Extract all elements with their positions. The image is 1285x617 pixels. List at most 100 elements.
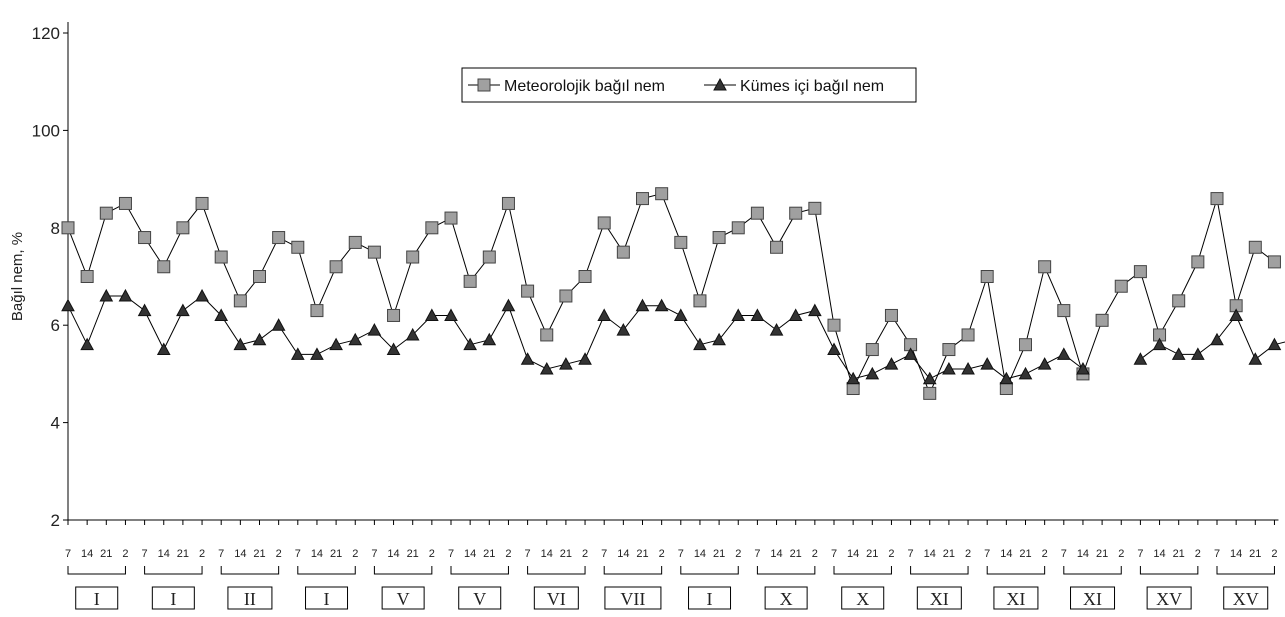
group-box xyxy=(458,586,502,610)
group-bracket xyxy=(756,566,816,575)
group-label: XV xyxy=(1156,589,1182,609)
x-tick-label: 21 xyxy=(330,548,342,560)
point-meteorolojik xyxy=(99,206,113,220)
point-meteorolojik xyxy=(616,245,630,259)
x-tick-label: 14 xyxy=(81,548,93,560)
point-kumes xyxy=(99,288,114,302)
point-kumes xyxy=(597,308,612,321)
point-kumes xyxy=(1076,361,1090,375)
group-box xyxy=(1146,586,1192,610)
group-box xyxy=(151,586,195,610)
point-kumes xyxy=(214,308,229,321)
x-tick-label: 7 xyxy=(448,548,454,560)
x-tick-label: 7 xyxy=(1214,548,1220,560)
point-meteorolojik xyxy=(367,245,381,259)
point-meteorolojik xyxy=(961,328,975,342)
point-meteorolojik xyxy=(195,196,209,210)
x-tick-label: 14 xyxy=(924,548,936,560)
legend-box xyxy=(461,67,917,103)
point-kumes xyxy=(137,303,152,317)
point-meteorolojik xyxy=(1210,192,1224,206)
x-axis-groups: I I II I V V VI VII I X X XI XI XI XV XV xyxy=(67,566,1275,610)
x-tick-label: 2 xyxy=(505,548,511,560)
point-kumes xyxy=(1056,347,1071,360)
point-kumes xyxy=(118,288,133,302)
x-tick-label: 7 xyxy=(295,548,301,560)
y-axis-label: Bağıl nem, % xyxy=(9,232,26,321)
x-tick-label: 7 xyxy=(601,548,607,560)
x-tick-label: 14 xyxy=(1077,548,1089,560)
group-bracket xyxy=(680,566,739,575)
point-kumes xyxy=(980,357,995,370)
point-meteorolojik xyxy=(61,221,75,235)
point-kumes xyxy=(903,347,918,360)
point-kumes xyxy=(1229,308,1243,321)
point-kumes xyxy=(673,308,688,321)
group-box xyxy=(305,586,349,610)
group-bracket xyxy=(144,566,203,575)
point-meteorolojik xyxy=(923,386,937,400)
x-tick-label: 21 xyxy=(253,548,265,560)
point-meteorolojik xyxy=(1133,265,1147,279)
point-meteorolojik xyxy=(750,206,764,220)
group-bracket xyxy=(527,566,586,575)
x-tick-label: 2 xyxy=(582,548,588,560)
x-tick-label: 14 xyxy=(1153,548,1165,560)
point-meteorolojik xyxy=(1172,294,1186,308)
group-bracket xyxy=(67,566,126,575)
point-kumes xyxy=(693,337,707,351)
point-kumes xyxy=(425,308,439,321)
point-kumes xyxy=(1133,352,1148,365)
x-tick-label: 14 xyxy=(464,548,476,560)
x-tick-label: 7 xyxy=(984,548,990,560)
x-tick-label: 21 xyxy=(483,548,495,560)
group-box xyxy=(533,586,579,610)
x-tick-label: 7 xyxy=(142,548,148,560)
point-kumes xyxy=(999,371,1014,385)
group-box xyxy=(993,586,1039,610)
point-meteorolojik xyxy=(1248,240,1262,254)
point-meteorolojik xyxy=(291,240,305,254)
point-kumes xyxy=(922,371,937,385)
group-label: I xyxy=(707,589,713,609)
x-tick-label: 14 xyxy=(847,548,859,560)
x-tick-label: 7 xyxy=(525,548,531,560)
point-meteorolojik xyxy=(272,231,286,245)
point-kumes xyxy=(539,361,554,375)
point-kumes xyxy=(1248,352,1263,365)
x-tick-label: 14 xyxy=(387,548,399,560)
group-box xyxy=(604,586,662,610)
x-tick-label: 14 xyxy=(617,548,629,560)
point-kumes xyxy=(865,366,880,380)
point-kumes xyxy=(750,308,765,321)
point-meteorolojik xyxy=(1267,255,1281,269)
point-meteorolojik xyxy=(674,235,688,249)
x-tick-label: 2 xyxy=(1118,548,1124,560)
point-meteorolojik xyxy=(540,328,554,342)
point-kumes xyxy=(1018,366,1033,380)
group-label: VI xyxy=(547,589,566,609)
x-tick-label: 2 xyxy=(965,548,971,560)
group-label: X xyxy=(856,589,869,609)
point-meteorolojik xyxy=(559,289,573,303)
point-kumes xyxy=(444,308,458,321)
point-kumes xyxy=(654,298,669,312)
x-tick-label: 7 xyxy=(831,548,837,560)
x-tick-label: 21 xyxy=(636,548,648,560)
point-meteorolojik xyxy=(827,318,841,332)
x-tick-label: 2 xyxy=(352,548,358,560)
point-kumes xyxy=(386,342,401,356)
point-kumes xyxy=(1037,357,1052,370)
point-kumes xyxy=(769,323,784,336)
group-box xyxy=(1223,586,1269,610)
point-kumes xyxy=(1191,347,1205,360)
point-kumes xyxy=(961,361,975,375)
point-meteorolojik xyxy=(176,221,190,235)
x-tick-label: 14 xyxy=(694,548,706,560)
x-tick-label: 2 xyxy=(812,548,818,560)
x-tick-label: 21 xyxy=(1173,548,1185,560)
x-tick-label: 21 xyxy=(1019,548,1031,560)
group-box xyxy=(227,586,273,610)
group-box xyxy=(381,586,425,610)
x-tick-label: 7 xyxy=(908,548,914,560)
